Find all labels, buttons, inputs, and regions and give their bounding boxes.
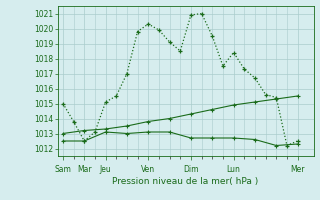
X-axis label: Pression niveau de la mer( hPa ): Pression niveau de la mer( hPa ): [112, 177, 259, 186]
